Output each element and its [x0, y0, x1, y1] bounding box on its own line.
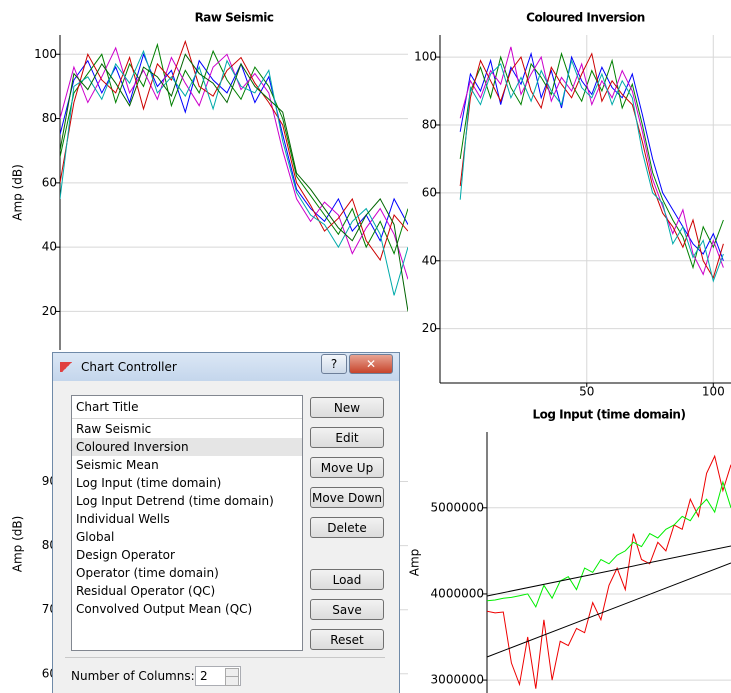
button[interactable]: Load — [310, 569, 384, 590]
plot-area — [440, 35, 731, 383]
series-line — [487, 454, 731, 689]
y-tick-label: 100 — [414, 50, 437, 64]
list-item[interactable]: Log Input (time domain) — [76, 476, 222, 490]
series-line — [60, 49, 408, 296]
y-tick-label: 40 — [42, 240, 57, 254]
y-axis-label: Amp (dB) — [11, 516, 25, 573]
button[interactable]: Move Down — [310, 487, 384, 508]
list-item[interactable]: Convolved Output Mean (QC) — [76, 602, 253, 616]
chart: 20 40 60 80 100 Raw Seismic Amp (dB) — [11, 11, 408, 350]
list-item[interactable]: Raw Seismic — [76, 422, 152, 436]
y-tick-label: 80 — [42, 111, 57, 125]
list-item[interactable]: Global — [76, 530, 115, 544]
chart: 3000000 4000000 5000000 Log Input (time dom… — [408, 408, 731, 693]
app-icon — [60, 362, 74, 372]
columns-spinner[interactable]: 2 — [195, 666, 241, 686]
list-item[interactable]: Operator (time domain) — [76, 566, 219, 580]
button[interactable]: Move Up — [310, 457, 384, 478]
y-axis-label: Amp (dB) — [11, 164, 25, 221]
y-tick-label: 60 — [422, 185, 437, 199]
series-line — [459, 52, 724, 280]
list-item[interactable]: Residual Operator (QC) — [76, 584, 216, 598]
list-item[interactable]: Design Operator — [76, 548, 175, 562]
separator — [65, 657, 385, 658]
list-item[interactable]: Individual Wells — [76, 512, 170, 526]
columns-label: Number of Columns: — [71, 669, 195, 683]
title-bar: Chart Controller ? ✕ — [53, 353, 399, 381]
series-line — [60, 46, 408, 280]
button[interactable]: New — [310, 397, 384, 418]
y-tick-label: 20 — [42, 304, 57, 318]
x-tick-label: 100 — [702, 385, 725, 399]
y-tick-label: 100 — [34, 47, 57, 61]
button[interactable]: Save — [310, 599, 384, 620]
y-axis-label: Amp — [408, 549, 422, 577]
series-line — [459, 51, 724, 270]
list-item[interactable]: Coloured Inversion — [72, 438, 302, 456]
button[interactable]: Reset — [310, 629, 384, 650]
series-line — [60, 42, 408, 256]
button[interactable]: Edit — [310, 427, 384, 448]
list-item[interactable]: Seismic Mean — [76, 458, 159, 472]
series-line — [459, 46, 724, 276]
button[interactable]: Delete — [310, 517, 384, 538]
chart: 20 40 60 80 100 50 100 Coloured Inversion — [414, 11, 731, 399]
y-tick-label: 4000000 — [431, 586, 484, 600]
trend-line — [486, 545, 731, 597]
y-tick-label: 3000000 — [431, 673, 484, 687]
help-button[interactable]: ? — [321, 354, 347, 374]
list-header: Chart Title — [72, 396, 302, 419]
y-tick-label: 20 — [422, 321, 437, 335]
list-item[interactable]: Log Input Detrend (time domain) — [76, 494, 274, 508]
series-line — [459, 58, 724, 283]
series-line — [60, 53, 408, 312]
x-tick-label: 50 — [579, 385, 594, 399]
chart-title: Coloured Inversion — [526, 11, 645, 25]
y-tick-label: 80 — [422, 117, 437, 131]
spin-down[interactable] — [225, 676, 239, 686]
chart-controller-dialog: Chart Controller ? ✕ Chart Title Raw Sei… — [52, 352, 400, 693]
chart-title: Log Input (time domain) — [533, 408, 686, 422]
columns-value: 2 — [200, 669, 208, 683]
y-tick-label: 60 — [42, 175, 57, 189]
chart-list: Chart Title Raw Seismic Coloured Inversio… — [71, 395, 303, 651]
dialog-title: Chart Controller — [81, 360, 177, 374]
y-tick-label: 40 — [422, 253, 437, 267]
close-button[interactable]: ✕ — [349, 354, 393, 374]
trend-line — [486, 562, 731, 658]
plot-area — [487, 432, 731, 693]
series-line — [487, 480, 731, 609]
y-tick-label: 5000000 — [431, 500, 484, 514]
chart-title: Raw Seismic — [195, 11, 274, 25]
